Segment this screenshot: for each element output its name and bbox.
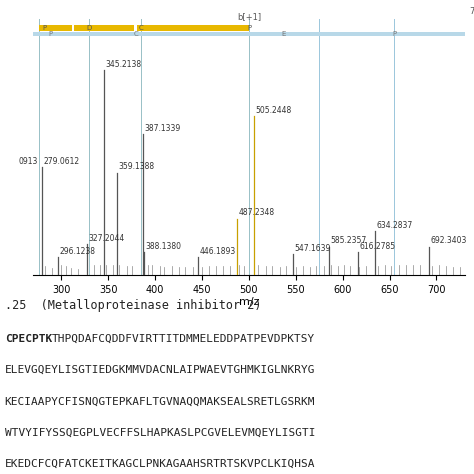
Text: KECIAAPYCFISNQGTEPKAFLTGVNAQQMAKSEALSRETLGSRKM: KECIAAPYCFISNQGTEPKAFLTGVNAQQMAKSEALSRET… [5,396,315,406]
Text: 547.1639: 547.1639 [294,244,331,253]
Text: 634.2837: 634.2837 [376,221,412,230]
Text: 505.2448: 505.2448 [255,106,292,115]
Bar [137,25,249,31]
Text: 279.0612: 279.0612 [43,157,79,166]
Text: E: E [282,31,286,37]
Text: 731: 731 [469,8,474,17]
Text: D: D [87,25,92,31]
Text: 0913: 0913 [19,157,38,166]
Text: 359.1388: 359.1388 [118,162,155,171]
Bar [33,32,465,36]
Text: P: P [48,31,52,37]
Text: ELEVGQEYLISGTIEDGKMMVDACNLAIPWAEVTGHMKIGLNKRYG: ELEVGQEYLISGTIEDGKMMVDACNLAIPWAEVTGHMKIG… [5,365,315,375]
Text: 345.2138: 345.2138 [105,60,141,69]
Text: C: C [134,31,139,37]
Text: CPECPTK: CPECPTK [5,334,52,344]
Text: 692.3403: 692.3403 [430,237,467,246]
Text: 487.2348: 487.2348 [238,209,274,217]
Text: EKEDCFCQFATCKEITKAGCLPNKAGAAHSRTRTSKVPCLKIQHSA: EKEDCFCQFATCKEITKAGCLPNKAGAAHSRTRTSKVPCL… [5,458,315,468]
Text: 585.2357: 585.2357 [330,237,366,246]
Text: P: P [42,25,46,31]
Text: P: P [392,31,396,37]
Bar [73,25,135,31]
Text: 616.2785: 616.2785 [359,242,395,251]
Text: .25  (Metalloproteinase inhibitor 2): .25 (Metalloproteinase inhibitor 2) [5,299,261,312]
Text: C: C [138,25,144,31]
Text: WTVYIFYSSQEGPLVECFFSLHAPKASLPCGVELEVMQEYLISGTI: WTVYIFYSSQEGPLVECFFSLHAPKASLPCGVELEVMQEY… [5,428,315,438]
Text: P: P [247,25,251,31]
X-axis label: m/z: m/z [238,297,259,308]
Text: 388.1380: 388.1380 [146,242,182,251]
Text: 446.1893: 446.1893 [200,247,236,256]
Bar [39,25,72,31]
Text: THPQDAFCQDDFVIRTTITDMMELEDDPATPEVDPKTSY: THPQDAFCQDDFVIRTTITDMMELEDDPATPEVDPKTSY [52,334,315,344]
Text: 327.2044: 327.2044 [88,234,125,243]
Text: 296.1238: 296.1238 [59,247,95,256]
Text: 387.1339: 387.1339 [145,124,181,133]
Text: b[+1]: b[+1] [237,12,261,21]
